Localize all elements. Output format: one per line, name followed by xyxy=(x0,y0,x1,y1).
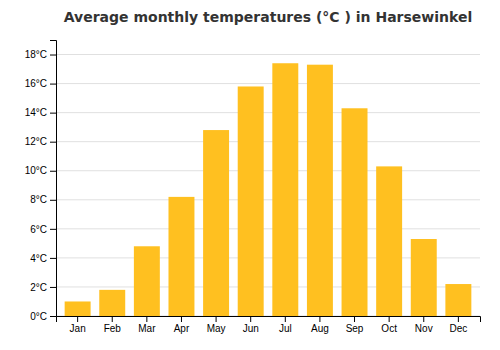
tick-mark xyxy=(250,316,251,322)
chart-container: Jan Feb Mar Apr May Jun Jul Aug Sep Oct Nov Dec 0°C 2… xyxy=(0,0,500,350)
grid-line xyxy=(56,170,480,171)
tick-mark xyxy=(50,84,56,85)
tick-label: 14°C xyxy=(25,107,47,118)
x-tick: Jan xyxy=(70,316,86,334)
tick-mark xyxy=(50,229,56,230)
title: Average monthly temperatures (°C ) in Ha… xyxy=(64,9,473,25)
tick-label: 6°C xyxy=(30,224,47,235)
x-tick: Mar xyxy=(138,316,156,334)
tick-mark xyxy=(50,55,56,56)
tick-label: 18°C xyxy=(25,49,47,60)
y-tick: 16°C xyxy=(25,78,56,89)
bar xyxy=(445,284,471,316)
x-tick: Nov xyxy=(415,316,433,334)
tick-mark xyxy=(50,258,56,259)
tick-label: 12°C xyxy=(25,136,47,147)
y-tick: 12°C xyxy=(25,136,56,147)
tick-label: Sep xyxy=(346,323,364,334)
y-tick: 4°C xyxy=(30,253,56,264)
y-tick: 18°C xyxy=(25,49,56,60)
tick-label: Jun xyxy=(243,323,259,334)
tick-label: Aug xyxy=(311,323,329,334)
tick-label: Feb xyxy=(104,323,122,334)
bar xyxy=(168,197,194,316)
bar xyxy=(134,246,160,316)
bar xyxy=(376,166,402,316)
tick-mark xyxy=(50,142,56,143)
tick-mark xyxy=(458,316,459,322)
x-tick: Aug xyxy=(311,316,329,334)
tick-mark xyxy=(50,316,56,317)
grid-line xyxy=(56,83,480,84)
y-tick: 8°C xyxy=(30,194,56,205)
tick-mark xyxy=(319,316,320,322)
tick-label: Jan xyxy=(70,323,86,334)
tick-mark xyxy=(354,316,355,322)
x-tick: Oct xyxy=(381,316,397,334)
grid-line xyxy=(56,54,480,55)
y-tick: 2°C xyxy=(30,282,56,293)
y-tick: 0°C xyxy=(30,311,56,322)
y-tick: 6°C xyxy=(30,224,56,235)
tick-label: Nov xyxy=(415,323,433,334)
tick-mark xyxy=(423,316,424,322)
tick-mark xyxy=(50,200,56,201)
tick-label: Oct xyxy=(381,323,397,334)
tick-mark xyxy=(50,113,56,114)
bar xyxy=(65,301,91,316)
tick-label: 2°C xyxy=(30,282,47,293)
grid xyxy=(56,55,480,316)
bar xyxy=(272,63,298,316)
tick-mark xyxy=(112,316,113,322)
bars xyxy=(65,63,472,316)
x-tick: Dec xyxy=(449,316,467,334)
plot: Jan Feb Mar Apr May Jun Jul Aug Sep Oct Nov Dec 0°C 2… xyxy=(25,41,481,335)
x-tick: Jun xyxy=(243,316,259,334)
bar xyxy=(411,239,437,316)
tick-label: 8°C xyxy=(30,194,47,205)
y-axis: 0°C 2°C 4°C 6°C 8°C 10°C 12°C 14°C 16°C 18°C xyxy=(25,41,57,322)
bar xyxy=(342,108,368,316)
tick-mark xyxy=(216,316,217,322)
tick-label: May xyxy=(207,323,226,334)
chart: Jan Feb Mar Apr May Jun Jul Aug Sep Oct Nov Dec 0°C 2… xyxy=(0,0,500,350)
bar xyxy=(203,130,229,316)
axis-line xyxy=(57,317,481,323)
tick-mark xyxy=(389,316,390,322)
x-tick: Jul xyxy=(279,316,292,334)
tick-label: 0°C xyxy=(30,311,47,322)
x-axis: Jan Feb Mar Apr May Jun Jul Aug Sep Oct Nov Dec xyxy=(57,316,481,334)
tick-mark xyxy=(50,171,56,172)
y-tick: 14°C xyxy=(25,107,56,118)
tick-label: Mar xyxy=(138,323,156,334)
tick-label: 4°C xyxy=(30,253,47,264)
axis-line xyxy=(50,41,57,317)
tick-mark xyxy=(50,287,56,288)
tick-label: 10°C xyxy=(25,165,47,176)
tick-mark xyxy=(146,316,147,322)
x-tick: Feb xyxy=(104,316,122,334)
grid-line xyxy=(56,141,480,142)
tick-label: 16°C xyxy=(25,78,47,89)
grid-line xyxy=(56,112,480,113)
grid-line xyxy=(56,228,480,229)
grid-line xyxy=(56,199,480,200)
tick-label: Jul xyxy=(279,323,292,334)
tick-label: Apr xyxy=(174,323,190,334)
tick-mark xyxy=(77,316,78,322)
x-tick: May xyxy=(207,316,226,334)
tick-label: Dec xyxy=(449,323,467,334)
x-tick: Apr xyxy=(174,316,190,334)
bar xyxy=(99,290,125,316)
y-tick: 10°C xyxy=(25,165,56,176)
bar xyxy=(307,65,333,316)
tick-mark xyxy=(285,316,286,322)
tick-mark xyxy=(181,316,182,322)
x-tick: Sep xyxy=(346,316,364,334)
bar xyxy=(238,86,264,316)
